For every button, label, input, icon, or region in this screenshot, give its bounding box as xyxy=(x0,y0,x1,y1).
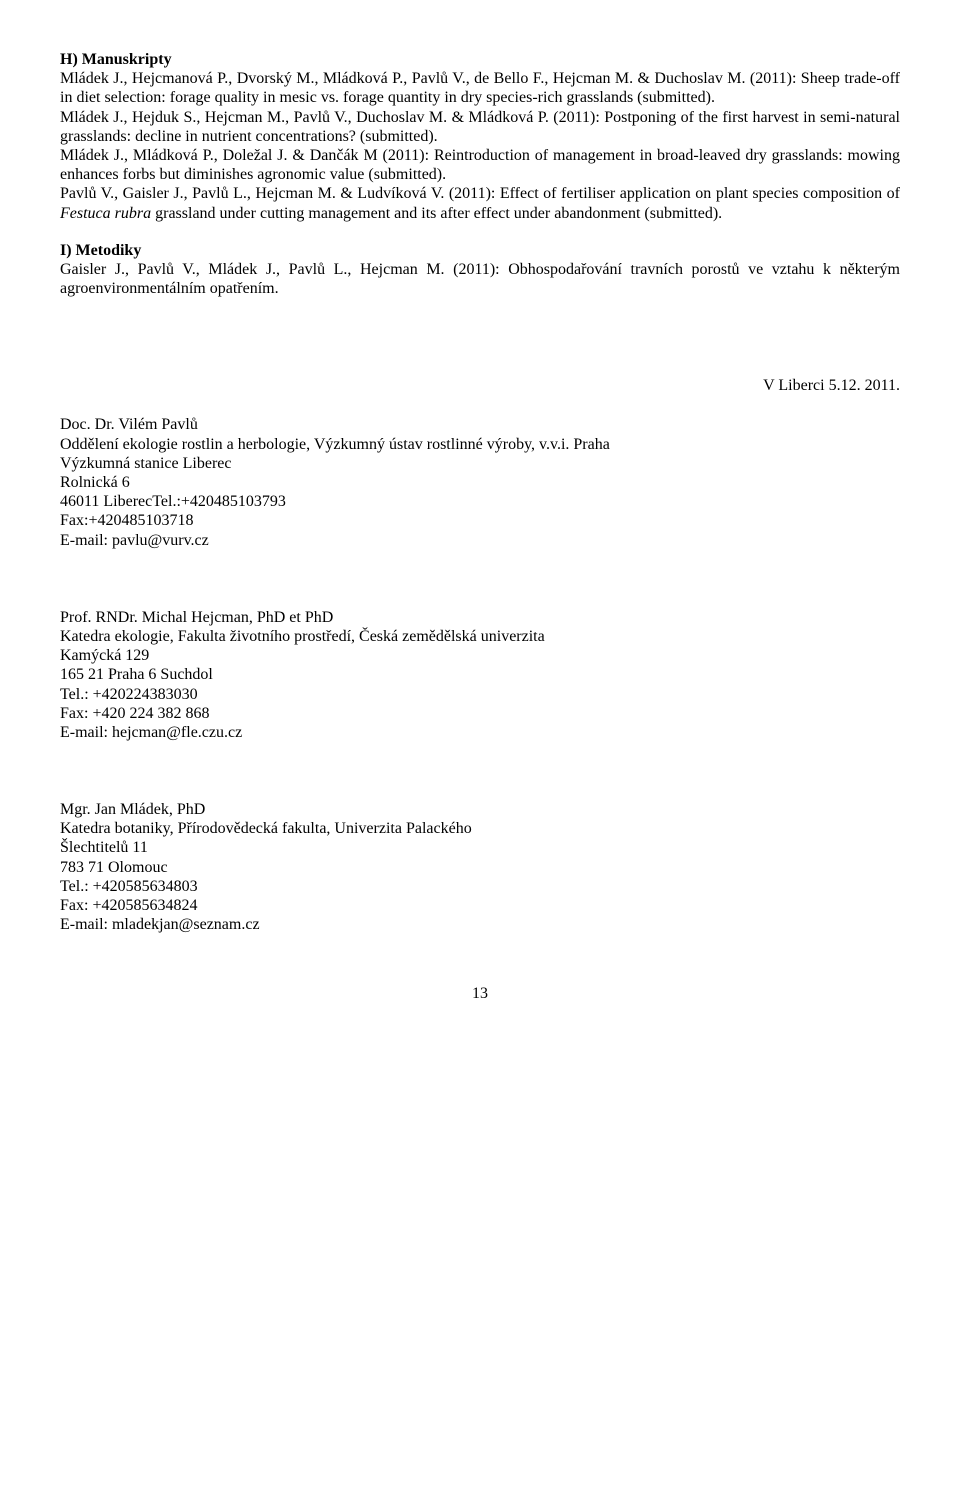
h-p3-authors: Mládek J., Mládková P., Doležal J. & Dan… xyxy=(60,147,378,164)
section-i-paragraphs: Gaisler J., Pavlů V., Mládek J., Pavlů L… xyxy=(60,260,900,298)
contact-block-2: Prof. RNDr. Michal Hejcman, PhD et PhD K… xyxy=(60,608,900,742)
c3-tel: Tel.: +420585634803 xyxy=(60,877,900,896)
c1-city-tel: 46011 LiberecTel.:+420485103793 xyxy=(60,492,900,511)
c3-name: Mgr. Jan Mládek, PhD xyxy=(60,800,900,819)
c3-dept: Katedra botaniky, Přírodovědecká fakulta… xyxy=(60,819,900,838)
h-p4-authors: Pavlů V., Gaisler J., Pavlů L., Hejcman … xyxy=(60,185,444,202)
i-p1-authors: Gaisler J., Pavlů V., Mládek J., Pavlů L… xyxy=(60,261,445,278)
c1-email: E-mail: pavlu@vurv.cz xyxy=(60,531,900,550)
h-p4-part2: grassland under cutting management and i… xyxy=(151,205,722,222)
c2-email: E-mail: hejcman@fle.czu.cz xyxy=(60,723,900,742)
contact-block-1: Doc. Dr. Vilém Pavlů Oddělení ekologie r… xyxy=(60,415,900,549)
c1-street: Rolnická 6 xyxy=(60,473,900,492)
c1-name: Doc. Dr. Vilém Pavlů xyxy=(60,415,900,434)
h-p1-authors: Mládek J., Hejcmanová P., Dvorský M., Ml… xyxy=(60,70,745,87)
date-line: V Liberci 5.12. 2011. xyxy=(60,376,900,395)
c3-city: 783 71 Olomouc xyxy=(60,858,900,877)
c2-tel: Tel.: +420224383030 xyxy=(60,685,900,704)
c1-dept: Oddělení ekologie rostlin a herbologie, … xyxy=(60,435,900,454)
c1-fax: Fax:+420485103718 xyxy=(60,511,900,530)
h-p2-authors: Mládek J., Hejduk S., Hejcman M., Pavlů … xyxy=(60,109,549,126)
c2-dept: Katedra ekologie, Fakulta životního pros… xyxy=(60,627,900,646)
section-h-heading: H) Manuskripty xyxy=(60,50,900,69)
h-p4-species: Festuca rubra xyxy=(60,205,151,222)
c3-email: E-mail: mladekjan@seznam.cz xyxy=(60,915,900,934)
c3-street: Šlechtitelů 11 xyxy=(60,838,900,857)
c3-fax: Fax: +420585634824 xyxy=(60,896,900,915)
c1-station: Výzkumná stanice Liberec xyxy=(60,454,900,473)
section-i-heading: I) Metodiky xyxy=(60,241,900,260)
c2-name: Prof. RNDr. Michal Hejcman, PhD et PhD xyxy=(60,608,900,627)
contact-block-3: Mgr. Jan Mládek, PhD Katedra botaniky, P… xyxy=(60,800,900,934)
c2-fax: Fax: +420 224 382 868 xyxy=(60,704,900,723)
section-h-paragraphs: Mládek J., Hejcmanová P., Dvorský M., Ml… xyxy=(60,69,900,223)
page-number: 13 xyxy=(60,984,900,1003)
c2-city: 165 21 Praha 6 Suchdol xyxy=(60,665,900,684)
h-p4-part1: (2011): Effect of fertiliser application… xyxy=(444,185,900,202)
c2-street: Kamýcká 129 xyxy=(60,646,900,665)
